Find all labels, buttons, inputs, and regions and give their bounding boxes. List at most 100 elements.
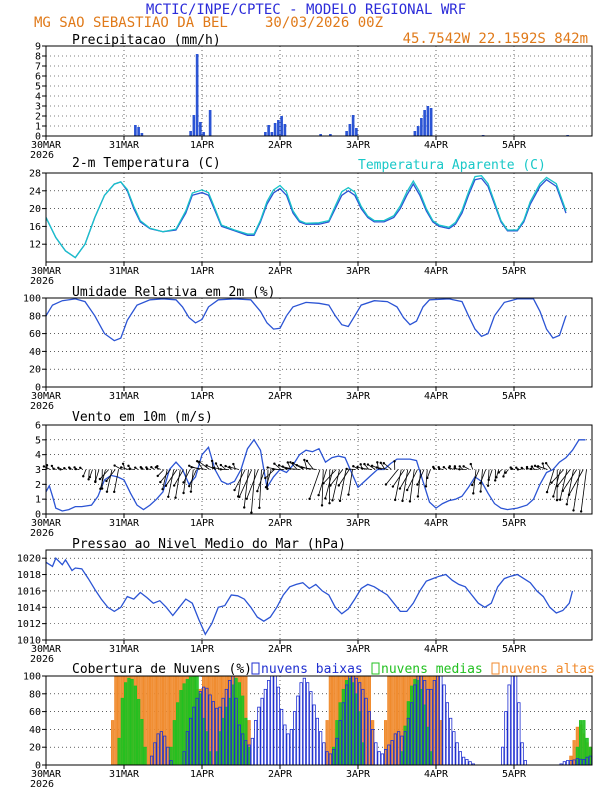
wind-vector-head	[189, 490, 193, 493]
wind-vector-head	[164, 484, 168, 487]
wind-vector-head	[99, 487, 102, 491]
wind-vector-head	[541, 462, 544, 465]
precip-ytick-label: 1	[35, 122, 41, 133]
wind-vector-head	[98, 477, 102, 481]
wind-vector-head	[502, 475, 505, 478]
cloud-mid-bar	[140, 718, 144, 766]
wind-vector-head	[352, 465, 355, 468]
wind-vector	[559, 469, 568, 500]
wind-ytick-label: 2	[35, 480, 41, 491]
rh-ytick-label: 100	[23, 294, 41, 305]
wind-vector-head	[52, 467, 55, 470]
wind-vector-head	[356, 465, 359, 469]
wind-vector-head	[266, 466, 269, 469]
precip-bar	[277, 120, 280, 136]
cloud-low-bar	[517, 702, 521, 766]
wind-vector	[557, 469, 571, 487]
precip-bar	[134, 125, 137, 136]
cloud-low-bar	[520, 742, 524, 766]
wind-vector-head	[105, 490, 109, 493]
cloud-low-bar	[305, 682, 310, 766]
wind-vector-head	[87, 478, 90, 481]
temp-ytick-label: 12	[29, 240, 41, 251]
precip-ytick-label: 3	[35, 102, 41, 113]
clouds-ytick-label: 100	[23, 672, 41, 683]
wind-vector	[537, 465, 548, 470]
wind-vector-head	[322, 482, 325, 485]
cloud-low-bar	[292, 711, 297, 766]
wind-vector-head	[273, 462, 276, 465]
wind-xtick-label: 3APR	[346, 518, 371, 529]
wind-vector-head	[59, 468, 62, 471]
wind-vector	[488, 469, 493, 480]
precip-ytick-label: 8	[35, 52, 41, 63]
wind-vector-head	[63, 467, 66, 470]
wind-vector-head	[442, 466, 446, 469]
wind-vector	[196, 460, 204, 470]
precip-xtick-label: 3APR	[346, 140, 371, 151]
rh-xtick-label: 4APR	[424, 391, 449, 402]
wind-vector-head	[156, 474, 159, 478]
cloud-low-bar	[504, 711, 508, 766]
cloud-low-bar	[315, 717, 319, 766]
cloud-low-bar	[445, 702, 449, 766]
wind-vector	[323, 469, 337, 484]
precip-bar	[355, 128, 358, 136]
cloud-low-bar	[273, 675, 277, 766]
wind-vector-head	[233, 488, 236, 492]
wind-vector-head	[345, 467, 348, 471]
wind-vector	[267, 469, 269, 489]
wind-vector-head	[360, 467, 364, 470]
wind-vector-head	[256, 489, 259, 493]
clouds-year-label: 2026	[30, 779, 54, 790]
wind-vector-head	[113, 464, 116, 467]
wind-vector-head	[329, 484, 332, 487]
precip-ytick-label: 6	[35, 72, 41, 83]
cloud-high-bar	[111, 720, 115, 766]
wind-vector-head	[479, 482, 482, 485]
wind-vector-head	[82, 475, 85, 478]
precip-bar	[319, 134, 322, 136]
wind-vector-head	[565, 503, 569, 506]
wind-vector-head	[393, 498, 397, 502]
wind-vector	[114, 465, 122, 470]
wind-vector	[167, 469, 175, 497]
wind-vector	[238, 469, 253, 498]
precip-ytick-label: 5	[35, 82, 41, 93]
temp-series-line	[45, 177, 567, 259]
temp-legend-apparent: Temperatura Aparente (C)	[358, 158, 546, 173]
precip-bar	[199, 122, 202, 136]
cloud-low-bar	[250, 737, 254, 766]
wind-vector-head	[305, 459, 309, 463]
cloud-low-bar	[523, 760, 528, 766]
wind-ytick-label: 6	[35, 421, 41, 432]
wind-vector	[274, 463, 282, 470]
wind-vector-head	[264, 485, 268, 489]
wind-vector	[573, 469, 581, 511]
cloud-mid-bar	[120, 697, 125, 766]
precip-bar	[429, 108, 433, 136]
wind-vector-head	[210, 459, 214, 463]
wind-vector	[157, 469, 165, 477]
precip-bar	[283, 124, 287, 136]
panel-temperature: 2-m Temperatura (C) Temperatura Aparente…	[29, 156, 593, 287]
precip-ytick-label: 4	[35, 92, 41, 103]
wind-vector	[243, 469, 249, 508]
wind-vector	[82, 469, 87, 477]
precip-bar	[202, 132, 205, 136]
wind-vector	[286, 468, 301, 470]
wind-vector-head	[219, 468, 222, 471]
precip-xtick-label: 5APR	[502, 140, 527, 151]
wind-vector	[348, 469, 353, 495]
wind-vector-head	[50, 464, 54, 468]
cloud-low-bar	[279, 708, 284, 766]
wind-vector-head	[105, 479, 108, 483]
wind-ytick-label: 4	[35, 450, 41, 461]
legend-mid-label: nuvens medias	[381, 662, 483, 677]
wind-vector-head	[536, 465, 540, 468]
wind-vector-head	[134, 466, 137, 469]
rh-xtick-label: 2APR	[268, 391, 293, 402]
wind-vector-head	[471, 483, 474, 487]
wind-vector-head	[94, 479, 97, 483]
wind-vector-head	[550, 481, 553, 484]
